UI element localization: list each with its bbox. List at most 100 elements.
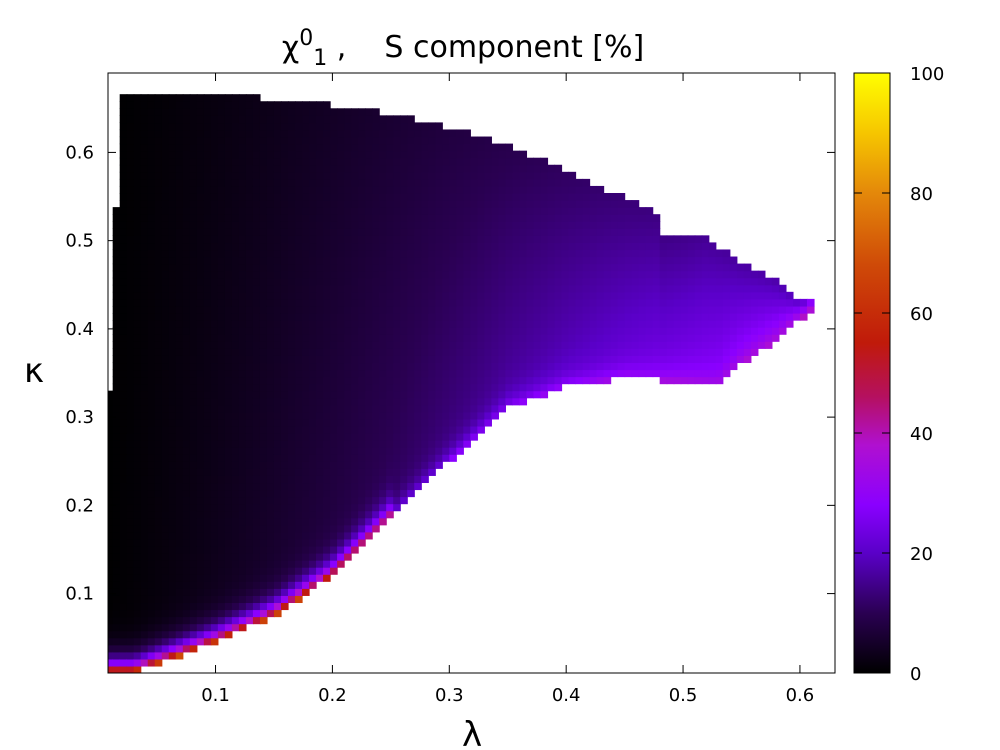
heat-cell [659,341,668,349]
heat-cell [168,602,177,611]
heat-cell [99,398,107,406]
heat-cell [358,376,366,385]
heat-cell [196,517,205,526]
heat-cell [617,320,626,328]
heat-cell [203,482,212,491]
heat-cell [680,348,689,356]
heat-cell [168,433,177,441]
heat-cell [652,284,661,293]
heat-cell [470,256,478,265]
heat-cell [259,143,268,152]
heat-cell [799,305,808,314]
heat-cell [512,313,521,321]
heat-cell [161,129,170,138]
heat-cell [582,334,591,342]
heat-cell [337,440,345,448]
heat-cell [210,242,219,251]
heat-cell [140,418,149,427]
heat-cell [224,383,233,392]
heat-cell [337,524,345,533]
heat-cell [533,221,542,229]
heat-cell [365,517,373,526]
heat-cell [99,497,107,505]
heat-cell [168,200,177,208]
heat-cell [442,284,450,293]
heat-cell [302,581,310,589]
heat-cell [175,397,184,406]
heat-cell [323,228,331,236]
heat-cell [210,256,219,265]
heat-cell [526,390,535,399]
heat-cell [554,376,563,385]
heat-cell [372,200,380,208]
heat-cell [224,623,233,632]
heat-cell [119,665,128,673]
heat-cell [288,588,296,596]
heat-cell [344,228,352,236]
heat-cell [288,143,296,152]
heat-cell [288,320,296,328]
heat-cell [512,171,521,180]
heat-cell [182,517,191,526]
heat-cell [379,475,387,484]
heat-cell [400,440,408,448]
heat-cell [224,164,233,173]
heat-cell [610,193,619,201]
heat-cell [295,341,303,349]
heat-cell [252,411,261,420]
heat-cell [133,221,142,229]
heat-cell [196,545,205,554]
heat-cell [182,214,191,222]
heat-cell [323,433,331,441]
heat-cell [463,277,471,286]
heat-cell [175,256,184,265]
heat-cell [126,256,135,265]
heat-cell [119,221,128,229]
heat-cell [147,122,156,131]
heat-cell [112,235,121,244]
heat-cell [645,214,654,222]
heat-cell [344,327,352,335]
heat-cell [231,327,240,335]
heat-cell [302,150,310,159]
heat-cell [470,376,478,385]
heat-cell [337,193,345,201]
heat-cell [533,207,542,215]
heat-cell [575,291,584,300]
heat-cell [99,412,107,420]
heat-cell [112,355,121,364]
heat-cell [302,341,310,349]
heat-cell [358,418,366,427]
heat-cell [491,164,499,173]
heat-cell [673,320,682,328]
heat-cell [302,263,310,272]
heat-cell [372,122,380,131]
heat-cell [316,404,324,413]
heat-cell [505,298,514,307]
heat-cell [736,320,745,328]
heat-cell [119,390,128,399]
heat-cell [147,376,156,385]
heat-cell [330,115,338,124]
heat-cell [309,284,317,293]
heat-cell [224,602,233,611]
heat-cell [99,532,107,540]
heat-cell [309,390,317,399]
heat-cell [252,355,261,364]
heat-cell [133,425,142,434]
heat-cell [196,531,205,540]
heat-cell [421,242,429,251]
heat-cell [295,207,303,215]
heat-cell [533,313,542,321]
heat-cell [217,277,226,286]
heat-cell [119,503,128,512]
heat-cell [245,298,254,307]
heat-cell [400,291,408,300]
heat-cell [638,242,647,251]
heat-cell [133,313,142,321]
heat-cell [217,143,226,152]
heat-cell [119,602,128,611]
heat-cell [491,369,499,378]
heat-cell [365,150,373,159]
heat-cell [694,298,703,307]
